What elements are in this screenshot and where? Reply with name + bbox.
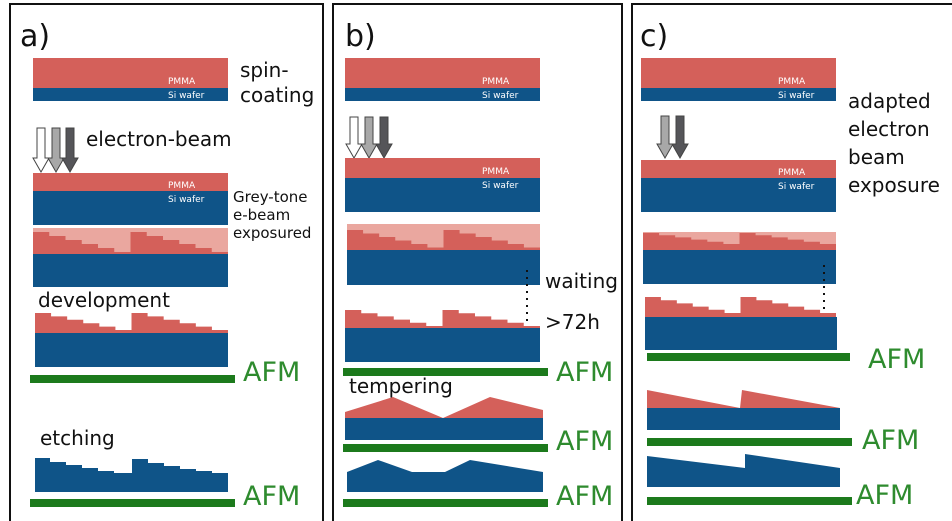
beam-arrow [47, 127, 65, 174]
pmma-layer [345, 158, 540, 178]
resist-step [643, 233, 836, 250]
layer-label: PMMA [778, 168, 806, 178]
step-label: e-beam [233, 206, 290, 224]
si-wafer [33, 88, 228, 101]
step-label: tempering [349, 374, 453, 398]
layer-label: Si wafer [482, 181, 519, 191]
panel-frame [9, 3, 324, 521]
step-label: electron-beam [86, 127, 232, 151]
si-wafer [641, 88, 836, 101]
step-label: beam [848, 145, 905, 169]
developed-profile [345, 310, 540, 328]
exposed-profile [33, 232, 228, 254]
afm-bar [647, 497, 852, 505]
afm-label: AFM [862, 425, 919, 456]
panel-label: a) [20, 19, 50, 54]
si-wafer [345, 88, 540, 101]
panel-frame [631, 3, 952, 521]
si-wafer [33, 254, 228, 287]
si-wafer [345, 328, 540, 362]
exposed-profile [643, 233, 836, 250]
step-label: >72h [545, 310, 600, 334]
si-wafer [647, 408, 840, 430]
beam-arrow [61, 127, 79, 174]
afm-label: AFM [868, 344, 925, 375]
beam-arrows [656, 115, 689, 160]
resist-step [645, 297, 836, 317]
layer-label: PMMA [482, 167, 510, 177]
afm-label: AFM [243, 357, 300, 388]
beam-arrow [656, 115, 674, 160]
layer-label: PMMA [482, 77, 510, 87]
pmma-layer [345, 58, 540, 88]
afm-bar [647, 438, 852, 446]
afm-bar [343, 499, 548, 507]
step-label: adapted [848, 89, 931, 113]
layer-label: Si wafer [778, 182, 815, 192]
layer-label: Si wafer [778, 91, 815, 101]
si-wafer [345, 178, 540, 212]
beam-arrow [360, 116, 378, 160]
si-wafer [33, 191, 228, 225]
layer-label: PMMA [778, 77, 806, 87]
si-wafer [643, 250, 836, 284]
beam-arrow [345, 116, 363, 160]
layer-label: Si wafer [482, 91, 519, 101]
afm-label: AFM [556, 426, 613, 457]
developed-profile [35, 313, 228, 333]
tempered-pmma [647, 390, 840, 408]
beam-arrow [32, 127, 50, 174]
step-label: exposure [848, 173, 940, 197]
afm-bar [30, 499, 235, 507]
layer-label: PMMA [168, 181, 196, 191]
exposed-profile [347, 230, 540, 250]
step-label: Grey-tone [233, 188, 308, 206]
beam-arrows [345, 116, 393, 160]
panel-label: b) [345, 19, 376, 54]
beam-arrow [375, 116, 393, 160]
si-wafer [35, 333, 228, 367]
step-label: development [38, 288, 170, 312]
step-label: coating [240, 83, 314, 107]
resist-step [347, 230, 540, 250]
layer-label: Si wafer [168, 195, 205, 205]
afm-bar [343, 368, 548, 376]
beam-arrow [671, 115, 689, 160]
resist-step [33, 232, 228, 254]
afm-bar [343, 444, 548, 452]
layer-label: Si wafer [168, 91, 205, 101]
developed-profile [645, 297, 836, 317]
etched-si [647, 454, 840, 487]
si-wafer [345, 418, 543, 440]
tempered-pmma [345, 397, 543, 418]
panel-label: c) [640, 19, 668, 54]
pmma-layer [641, 160, 836, 178]
pmma-layer [33, 173, 228, 191]
si-wafer [641, 178, 836, 212]
afm-label: AFM [856, 480, 913, 511]
layer-label: PMMA [168, 77, 196, 87]
step-label: waiting [545, 269, 618, 293]
resist-step [345, 310, 540, 328]
etched-si [35, 458, 228, 492]
afm-label: AFM [556, 481, 613, 512]
afm-label: AFM [556, 357, 613, 388]
afm-label: AFM [243, 481, 300, 512]
step-label: etching [40, 426, 115, 450]
etched-si [347, 460, 543, 492]
si-wafer [645, 317, 837, 350]
afm-bar [647, 353, 850, 361]
beam-arrows [32, 127, 79, 174]
step-label: exposured [233, 224, 311, 242]
pmma-layer [641, 58, 836, 88]
resist-step [35, 313, 228, 333]
afm-bar [30, 375, 235, 383]
panel-frame [332, 3, 623, 521]
step-label: spin- [240, 58, 289, 82]
pmma-layer [33, 58, 228, 88]
si-wafer [347, 250, 540, 285]
step-label: electron [848, 117, 930, 141]
